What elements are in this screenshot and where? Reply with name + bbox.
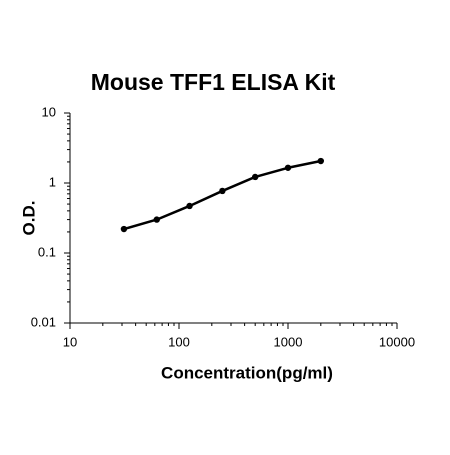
y-axis-label: O.D. bbox=[19, 201, 38, 236]
data-point bbox=[251, 173, 259, 181]
x-tick-label: 1000 bbox=[274, 334, 303, 349]
y-tick-label: 10 bbox=[42, 104, 56, 119]
data-point bbox=[120, 225, 128, 233]
y-tick-label: 1 bbox=[49, 174, 56, 189]
data-point bbox=[284, 164, 292, 171]
data-point bbox=[219, 187, 226, 195]
x-axis-label: Concentration(pg/ml) bbox=[161, 363, 333, 382]
data-point bbox=[186, 202, 193, 210]
x-tick-label: 10000 bbox=[379, 334, 415, 349]
data-line bbox=[123, 159, 322, 231]
y-tick-label: 0.1 bbox=[38, 244, 56, 259]
x-tick-label: 100 bbox=[168, 334, 190, 349]
data-point bbox=[153, 216, 160, 223]
data-point bbox=[317, 157, 325, 165]
chart-title: Mouse TFF1 ELISA Kit bbox=[91, 69, 336, 95]
y-tick-label: 0.01 bbox=[31, 314, 56, 329]
x-tick-label: 10 bbox=[63, 334, 77, 349]
